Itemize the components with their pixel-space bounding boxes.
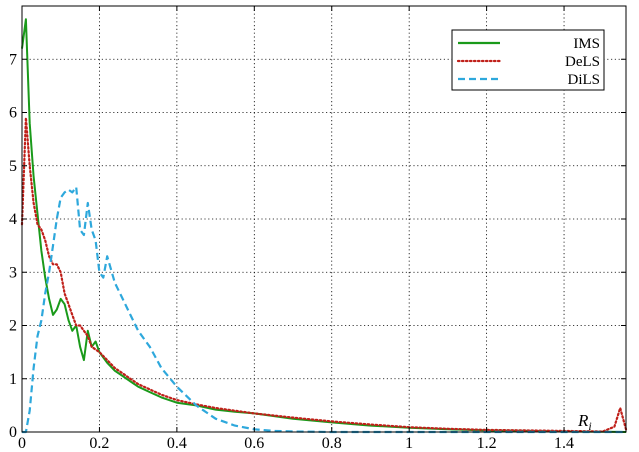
x-tick-label: 0.8 xyxy=(322,435,342,452)
series-layer xyxy=(20,18,628,434)
x-tick-label: 0.6 xyxy=(244,435,264,452)
x-tick-label: 1.2 xyxy=(477,435,497,452)
x-axis-label-text: Ri xyxy=(577,411,592,433)
tick-labels: 0 0.2 0.4 0.6 0.8 1 1.2 1.4 0 1 2 3 4 5 6 7 xyxy=(9,51,574,452)
legend-box xyxy=(451,29,605,91)
x-tick-label: 0.4 xyxy=(167,435,187,452)
y-tick-label: 1 xyxy=(9,371,17,388)
series-ims-line xyxy=(21,18,627,433)
y-tick-label: 0 xyxy=(9,424,17,441)
y-tick-label: 6 xyxy=(9,105,17,122)
legend-label-dils: DiLS xyxy=(567,72,600,88)
x-tick-label: 1.4 xyxy=(554,435,574,452)
y-tick-label: 2 xyxy=(9,318,17,335)
x-axis-label-subscript: i xyxy=(588,419,591,433)
x-tick-label: 0 xyxy=(18,435,26,452)
legend: IMS DeLS DiLS xyxy=(451,29,605,91)
y-tick-label: 7 xyxy=(9,51,17,68)
y-tick-label: 4 xyxy=(9,211,17,228)
x-axis-label: Ri xyxy=(577,411,592,433)
x-tick-label: 0.2 xyxy=(89,435,109,452)
y-tick-label: 5 xyxy=(9,158,17,175)
y-tick-label: 3 xyxy=(9,264,17,281)
legend-label-dels: DeLS xyxy=(565,54,600,70)
series-dils-line xyxy=(22,186,626,434)
x-tick-label: 1 xyxy=(405,435,413,452)
ticks xyxy=(21,6,626,433)
grid xyxy=(22,6,626,432)
legend-label-ims: IMS xyxy=(573,36,600,52)
